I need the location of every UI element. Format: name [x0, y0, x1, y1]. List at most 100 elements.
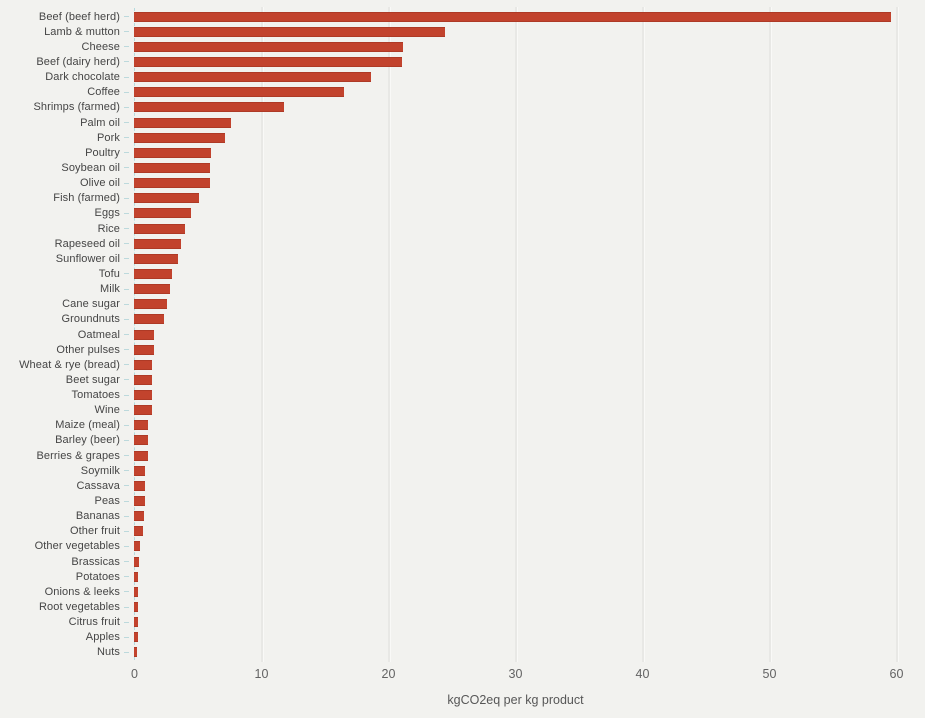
category-label: Beef (dairy herd) — [36, 55, 120, 68]
category-label: Tofu — [98, 267, 120, 280]
y-axis-tick — [124, 137, 129, 139]
category-label: Groundnuts — [61, 313, 120, 326]
category-label: Other pulses — [56, 343, 120, 356]
y-axis-tick — [124, 485, 129, 487]
y-axis-tick — [124, 470, 129, 472]
bar-row: Potatoes — [0, 569, 925, 584]
y-axis-tick — [124, 621, 129, 623]
bar-row: Pork — [0, 130, 925, 145]
bar-row: Cane sugar — [0, 297, 925, 312]
category-label: Shrimps (farmed) — [33, 101, 120, 114]
category-label: Cheese — [81, 40, 120, 53]
gridline-10 — [260, 7, 264, 662]
y-axis-tick — [124, 212, 129, 214]
bar-row: Dark chocolate — [0, 70, 925, 85]
y-axis-tick — [124, 91, 129, 93]
category-label: Onions & leeks — [44, 585, 120, 598]
y-axis-tick — [124, 576, 129, 578]
category-label: Poultry — [85, 146, 120, 159]
bar — [134, 435, 148, 446]
bar-row: Poultry — [0, 145, 925, 160]
bar — [134, 450, 148, 461]
category-label: Berries & grapes — [36, 449, 120, 462]
gridline-50 — [768, 7, 772, 662]
category-label: Fish (farmed) — [53, 192, 120, 205]
bar-row: Milk — [0, 282, 925, 297]
category-label: Other vegetables — [34, 540, 120, 553]
bar — [134, 647, 137, 658]
bar-row: Barley (beer) — [0, 433, 925, 448]
bar-row: Berries & grapes — [0, 448, 925, 463]
y-axis-tick — [124, 439, 129, 441]
bar-row: Beet sugar — [0, 372, 925, 387]
y-axis-tick — [124, 318, 129, 320]
bar — [134, 571, 138, 582]
bar — [134, 208, 192, 219]
category-label: Root vegetables — [39, 601, 120, 614]
gridline-20 — [387, 7, 391, 662]
y-axis-tick — [124, 379, 129, 381]
bar — [134, 117, 231, 128]
bar-row: Lamb & mutton — [0, 24, 925, 39]
bar-row: Sunflower oil — [0, 251, 925, 266]
y-axis-tick — [124, 545, 129, 547]
category-label: Wine — [94, 404, 120, 417]
category-label: Soybean oil — [61, 161, 120, 174]
bar — [134, 178, 211, 189]
y-axis-tick — [124, 349, 129, 351]
bar — [134, 87, 344, 98]
bar — [134, 299, 168, 310]
bar-row: Other vegetables — [0, 539, 925, 554]
bar — [134, 147, 212, 158]
y-axis-tick — [124, 636, 129, 638]
y-axis-tick — [124, 334, 129, 335]
bar-row: Peas — [0, 493, 925, 508]
bar-row: Root vegetables — [0, 599, 925, 614]
y-axis-tick — [124, 561, 129, 563]
bar — [134, 132, 226, 143]
y-axis-tick — [124, 273, 129, 275]
x-tick-label-20: 20 — [381, 667, 396, 681]
y-axis-tick — [124, 228, 129, 230]
bar — [134, 72, 372, 83]
bar — [134, 480, 146, 491]
bar-row: Wine — [0, 403, 925, 418]
category-label: Potatoes — [75, 570, 120, 583]
bar-row: Soymilk — [0, 463, 925, 478]
bar-row: Eggs — [0, 206, 925, 221]
bar — [134, 162, 211, 173]
bar — [134, 496, 146, 507]
bar-row: Shrimps (farmed) — [0, 100, 925, 115]
category-label: Cassava — [76, 479, 120, 492]
x-tick-label-30: 30 — [508, 667, 523, 681]
y-axis-tick — [124, 515, 129, 517]
bar — [134, 632, 138, 643]
bar — [134, 374, 152, 385]
bar — [134, 526, 143, 537]
y-axis-tick — [124, 258, 129, 260]
bar-row: Palm oil — [0, 115, 925, 130]
y-axis-tick — [124, 409, 129, 411]
category-label: Eggs — [94, 207, 120, 220]
bar — [134, 102, 284, 113]
category-label: Beet sugar — [65, 373, 120, 386]
category-label: Milk — [100, 283, 120, 296]
category-label: Apples — [85, 631, 120, 644]
y-axis-tick — [124, 606, 129, 608]
gridline-60 — [895, 7, 899, 662]
bar-row: Maize (meal) — [0, 418, 925, 433]
bar-row: Tomatoes — [0, 388, 925, 403]
bar — [134, 193, 199, 204]
category-label: Rapeseed oil — [54, 237, 120, 250]
category-label: Brassicas — [71, 555, 120, 568]
x-axis-title: kgCO2eq per kg product — [447, 693, 584, 707]
gridline-40 — [641, 7, 645, 662]
bar — [134, 602, 138, 613]
y-axis-tick — [124, 122, 129, 124]
bar-row: Fish (farmed) — [0, 191, 925, 206]
y-axis-tick — [124, 651, 129, 653]
y-axis-tick — [124, 106, 129, 108]
y-axis-tick — [124, 76, 129, 78]
bar — [134, 465, 146, 476]
